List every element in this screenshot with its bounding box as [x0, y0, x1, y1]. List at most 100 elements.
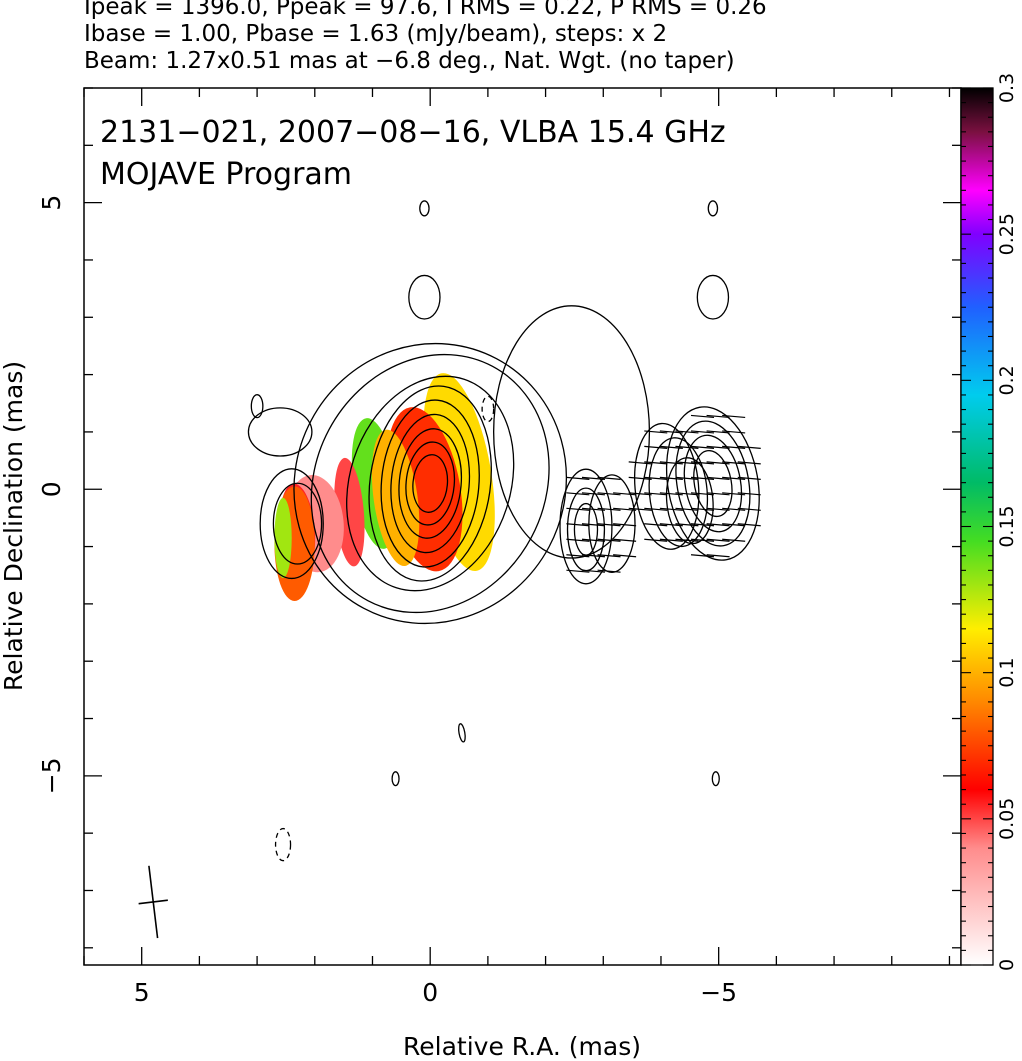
evpa-vector	[644, 461, 668, 465]
evpa-vector	[722, 476, 746, 480]
polarization-contour	[693, 449, 733, 518]
evpa-vector	[706, 461, 730, 465]
evpa-vector	[644, 445, 668, 449]
evpa-vector	[706, 414, 730, 419]
beam-minor-axis	[138, 899, 168, 905]
polarization-contour	[634, 422, 700, 550]
evpa-vector	[644, 507, 668, 511]
evpa-vectors	[566, 414, 761, 573]
evpa-vector	[581, 476, 606, 480]
evpa-vector	[597, 507, 621, 511]
evpa-vector	[659, 461, 683, 465]
colorbar-label: 0.15	[996, 505, 1018, 547]
evpa-vector	[644, 523, 668, 527]
evpa-vector	[737, 445, 761, 449]
evpa-vector	[613, 523, 637, 527]
evpa-vector	[706, 507, 730, 511]
evpa-vector	[706, 492, 730, 496]
evpa-vector	[566, 492, 590, 496]
evpa-vector	[706, 523, 730, 527]
evpa-vector	[644, 476, 668, 480]
polarized-patch	[274, 497, 292, 579]
colorbar-label: 0	[996, 959, 1018, 971]
colorbar-label: 0.2	[996, 365, 1018, 395]
polarization-contour	[588, 474, 636, 574]
stokes-i-contour	[458, 723, 466, 743]
stokes-i-contour	[398, 428, 463, 539]
evpa-vector	[566, 538, 590, 542]
evpa-vector	[675, 430, 699, 434]
evpa-vector	[644, 430, 668, 434]
evpa-vector	[722, 461, 746, 465]
stokes-i-contour	[391, 771, 400, 787]
colorbar-label: 0.3	[996, 73, 1018, 103]
polarization-contour	[573, 502, 599, 556]
evpa-vector	[581, 507, 606, 511]
evpa-vector	[722, 414, 746, 419]
chart-subtitle: MOJAVE Program	[100, 157, 352, 192]
evpa-vector	[581, 492, 606, 496]
evpa-vector	[613, 492, 637, 496]
polarization-contour	[493, 305, 651, 559]
evpa-vector	[628, 507, 652, 511]
stokes-i-contour	[272, 482, 323, 565]
evpa-vector	[644, 492, 668, 496]
stokes-i-contour	[380, 399, 480, 568]
polarized-intensity-image	[274, 373, 495, 602]
evpa-vector	[737, 507, 761, 511]
stokes-i-contour	[293, 342, 568, 625]
evpa-vector	[706, 430, 730, 434]
evpa-vector	[722, 507, 746, 511]
stokes-i-contours	[247, 200, 568, 862]
colorbar-labels: 0 0.05 0.1 0.15 0.2 0.25 0.3	[996, 73, 1018, 971]
evpa-vector	[722, 445, 746, 449]
evpa-vector	[737, 492, 761, 496]
evpa-vector	[690, 507, 715, 511]
evpa-vector	[597, 554, 621, 558]
evpa-vector	[613, 507, 637, 511]
evpa-vector	[597, 538, 621, 542]
evpa-vector	[690, 554, 715, 558]
x-axis-label: Relative R.A. (mas)	[403, 1032, 641, 1061]
evpa-vector	[659, 523, 683, 527]
evpa-vector	[659, 445, 683, 449]
evpa-vector	[706, 554, 730, 558]
y-tick-label: 0	[37, 481, 66, 497]
polarization-contour	[707, 200, 719, 217]
evpa-vector	[690, 445, 715, 449]
evpa-vector	[706, 538, 730, 542]
header-line-2: Ibase = 1.00, Pbase = 1.63 (mJy/beam), s…	[84, 21, 668, 47]
evpa-vector	[581, 554, 606, 558]
colorbar-ticks	[961, 87, 993, 966]
polarization-contour	[559, 468, 613, 585]
chart-title: 2131−021, 2007−08−16, VLBA 15.4 GHz	[100, 115, 726, 150]
evpa-vector	[737, 461, 761, 465]
colorbar-label: 0.25	[996, 213, 1018, 255]
stokes-i-contour	[310, 353, 550, 614]
evpa-vector	[675, 476, 699, 480]
evpa-vector	[628, 461, 652, 465]
stokes-i-contour	[405, 441, 456, 526]
stokes-i-contour	[419, 200, 430, 217]
evpa-vector	[722, 492, 746, 496]
stokes-i-contour	[390, 413, 471, 554]
y-axis-label: Relative Declination (mas)	[0, 361, 28, 691]
evpa-vector	[722, 538, 746, 542]
evpa-vector	[675, 507, 699, 511]
evpa-vector	[675, 523, 699, 527]
axis-tick-labels: 5 0 −5 5 0 −5	[37, 195, 737, 1007]
evpa-vector	[659, 430, 683, 434]
header-line-1: Ipeak = 1396.0, Ppeak = 97.6, I RMS = 0.…	[84, 0, 767, 20]
evpa-vector	[613, 554, 637, 558]
colorbar-label: 0.05	[996, 798, 1018, 840]
evpa-vector	[659, 492, 683, 496]
plot-frame	[83, 87, 962, 966]
evpa-vector	[690, 476, 715, 480]
evpa-vector	[659, 538, 683, 542]
polarization-contour	[711, 771, 720, 787]
evpa-vector	[597, 492, 621, 496]
y-tick-label: 5	[37, 195, 66, 211]
polarization-contour	[696, 274, 730, 320]
evpa-vector	[737, 523, 761, 527]
